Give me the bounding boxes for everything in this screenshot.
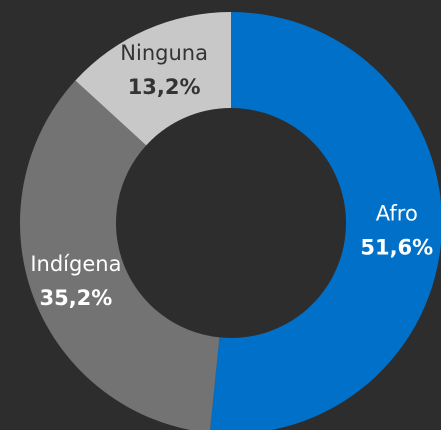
slice-label: Ninguna: [120, 41, 208, 65]
slice-value-label: 51,6%: [360, 235, 433, 259]
slice-value-label: 13,2%: [128, 75, 201, 99]
donut-slice: [75, 12, 231, 146]
donut-slice: [210, 12, 441, 430]
slice-label: Indígena: [30, 252, 121, 276]
slice-label: Afro: [376, 201, 418, 225]
slice-value-label: 35,2%: [39, 286, 112, 310]
donut-slice: [20, 80, 220, 430]
